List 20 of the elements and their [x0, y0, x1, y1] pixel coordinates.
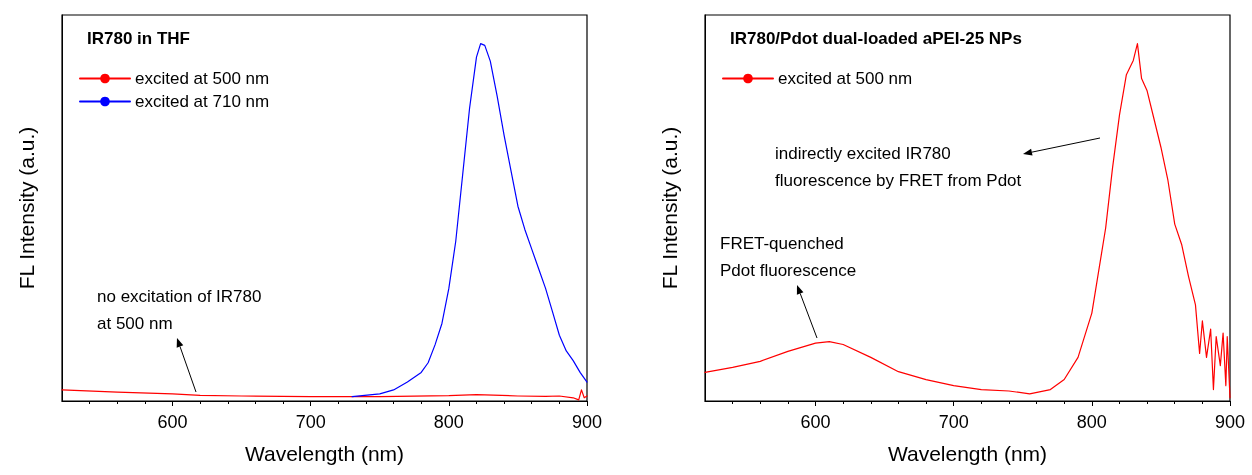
x-tick-label: 700 [295, 412, 326, 432]
x-tick-label: 700 [938, 412, 969, 432]
x-tick-label: 900 [1214, 412, 1246, 432]
annotation: no excitation of IR780 at 500 nm [97, 287, 262, 333]
x-axis-title: Wavelength (nm) [887, 442, 1048, 465]
legend-label: excited at 500 nm [778, 69, 913, 88]
chart-title: IR780/Pdot dual-loaded aPEI-25 NPs [730, 29, 1022, 48]
x-axis-title: Wavelength (nm) [244, 442, 405, 465]
y-axis-title: FL Intensity (a.u.) [658, 126, 681, 290]
legend-label: excited at 500 nm [135, 69, 270, 88]
annotation: FRET-quenched Pdot fluorescence [720, 234, 857, 280]
x-tick-label: 800 [1076, 412, 1107, 432]
y-axis-title: FL Intensity (a.u.) [15, 126, 38, 290]
legend-label: excited at 710 nm [135, 92, 270, 111]
x-tick-label: 900 [571, 412, 603, 432]
x-tick-label: 800 [433, 412, 464, 432]
x-tick-label: 600 [800, 412, 831, 432]
annotation: indirectly excited IR780 fluorescence by FRET from Pdot [775, 144, 1022, 190]
x-tick-label: 600 [157, 412, 188, 432]
chart-title: IR780 in THF [87, 29, 190, 48]
